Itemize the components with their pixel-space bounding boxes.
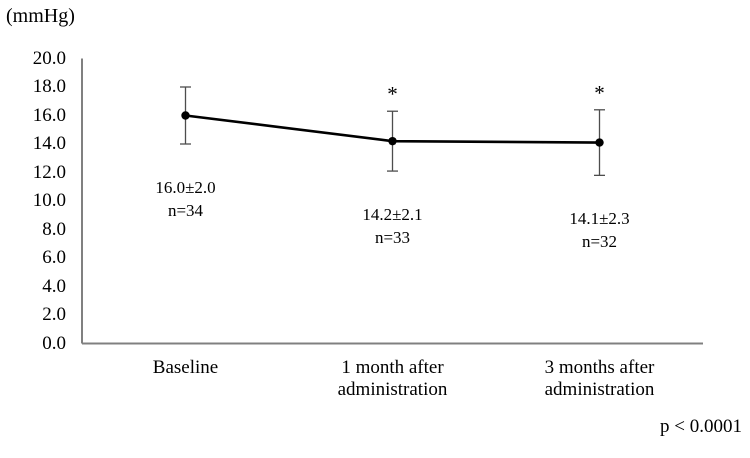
y-tick-label: 16.0 [32,104,66,126]
y-tick-label: 14.0 [32,133,66,154]
y-tick-label: 0.0 [42,332,66,354]
data-point-marker [388,136,397,146]
data-point-marker [595,138,604,147]
y-tick-label: 2.0 [42,304,66,325]
annotation-value: 16.0±2.0 [155,178,216,197]
annotation-n: n=32 [581,232,618,252]
x-category-label: 3 months after administration [544,357,655,400]
y-tick-label: 18.0 [32,76,66,97]
x-category-label: 1 month after administration [337,357,448,400]
y-tick-label: 20.0 [32,47,66,69]
y-tick-label: 12.0 [32,161,66,183]
data-point-marker [181,111,190,120]
y-tick-label: 10.0 [32,190,66,211]
significance-asterisk: * [387,82,398,107]
annotation-value: 14.2±2.1 [362,205,423,225]
point-annotation: 14.2±2.1 n=33 [308,203,478,249]
point-annotation: 16.0±2.0 n=34 [101,176,271,222]
y-axis-unit-label: (mmHg) [6,5,75,27]
x-category-label: Baseline [152,357,219,378]
significance-asterisk: * [594,80,605,105]
y-tick-label: 6.0 [42,247,66,268]
annotation-n: n=33 [374,228,411,248]
point-annotation: 14.1±2.3 n=32 [515,207,685,253]
annotation-value: 14.1±2.3 [569,209,630,229]
annotation-n: n=34 [167,201,204,220]
y-tick-label: 4.0 [42,275,66,297]
y-tick-label: 8.0 [42,218,66,240]
p-value-label: p < 0.0001 [660,416,742,437]
